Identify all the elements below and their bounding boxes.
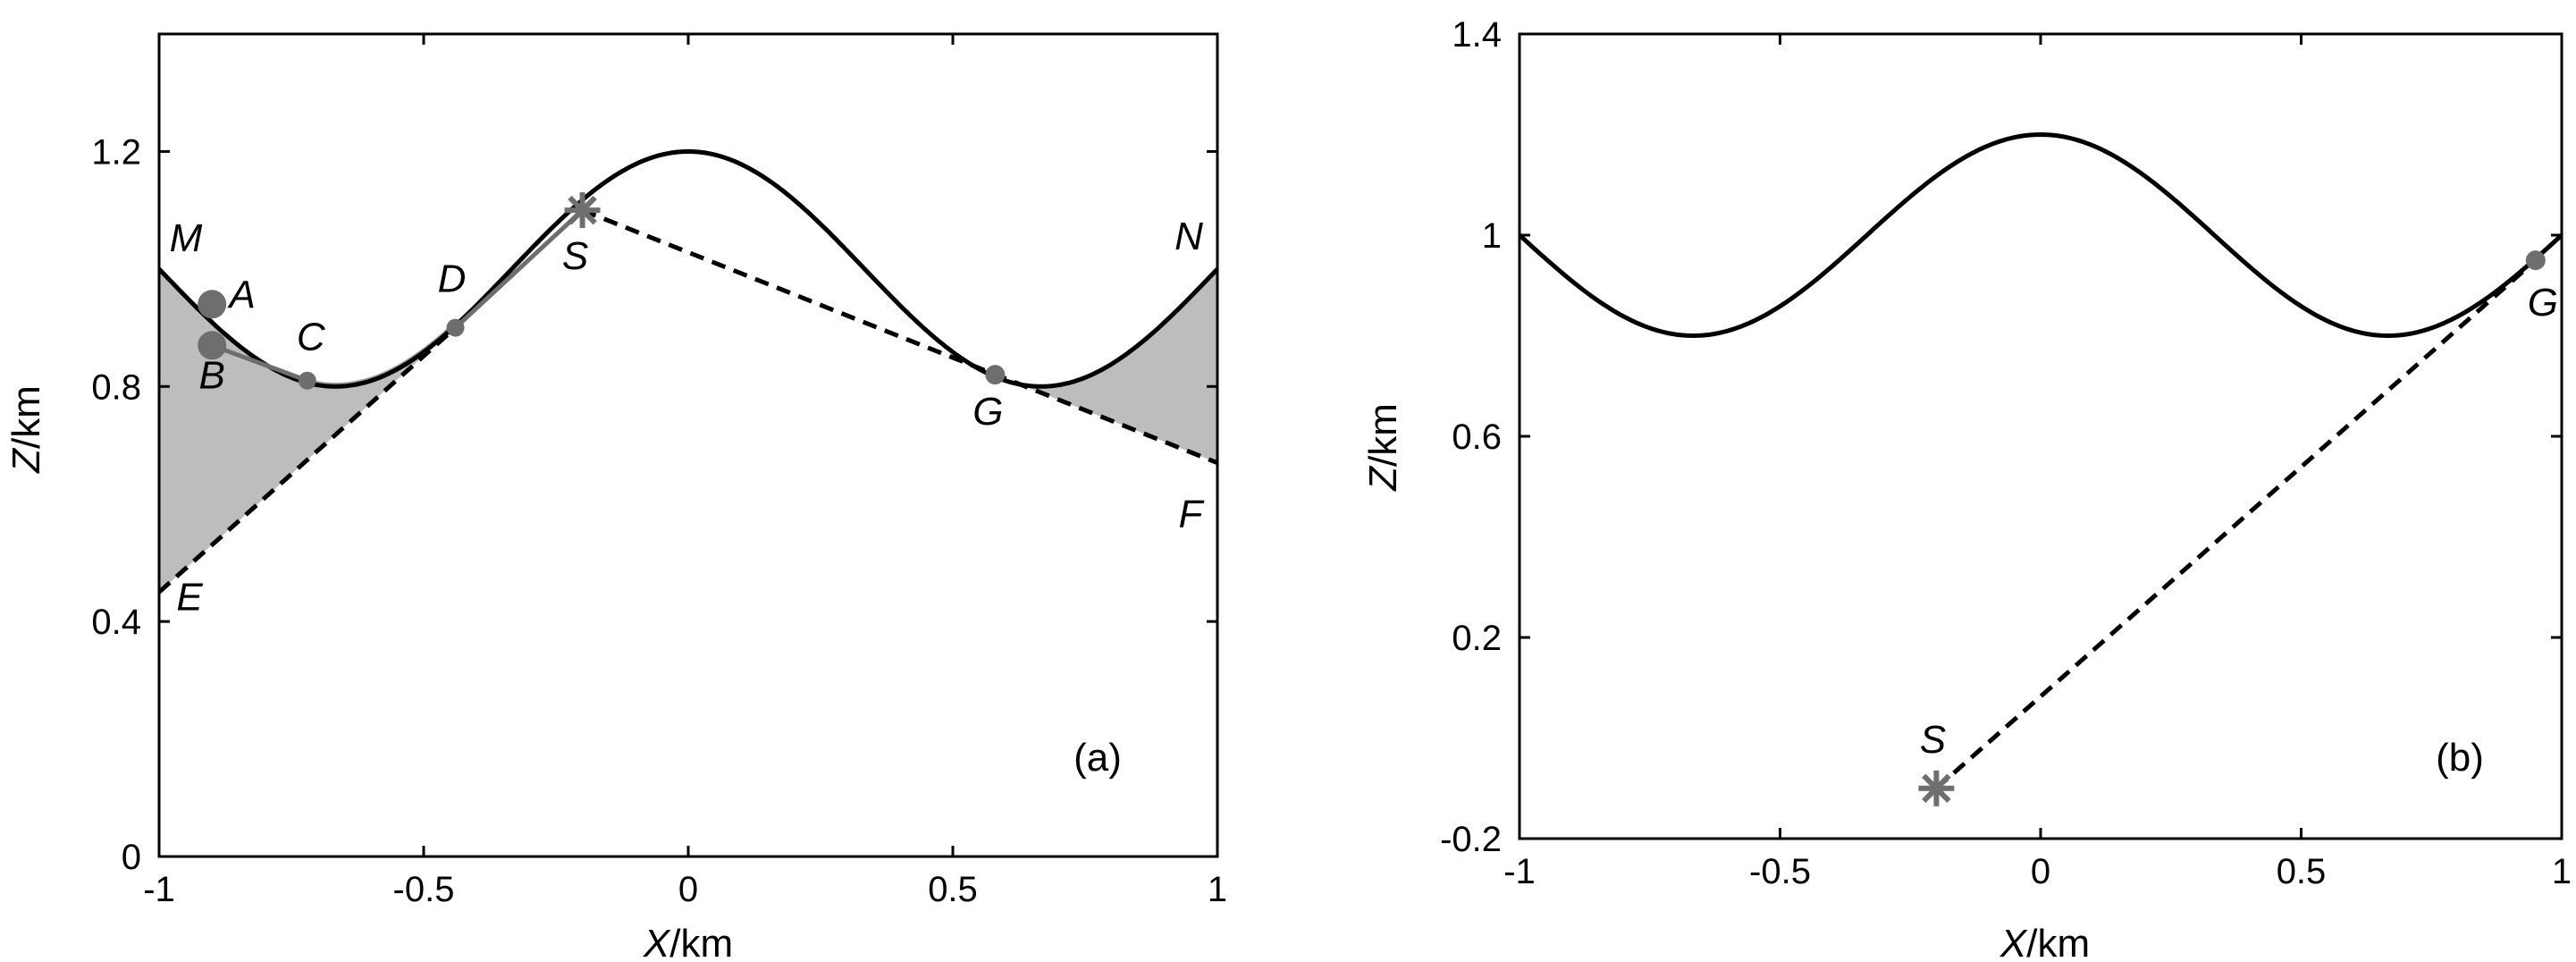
x-tick-label: 0.5: [928, 870, 978, 909]
plot-area-b: G S -1 -0.5 0 0.5 1 -0.2 0.2 0.6 1 1.4: [1440, 15, 2572, 891]
plot-area-a: AB C D M N E F G S -1 -0.5 0 0.5 1 0 0.4 0.8 1.2: [91, 32, 1227, 909]
axes-frame: [1518, 32, 2563, 840]
receiver-marker: [2525, 250, 2546, 271]
panel-a: AB C D M N E F G S -1 -0.5 0 0.5 1 0 0.4 0.8 1.2 (a) X/km…: [4, 32, 1227, 962]
y-tick-label: 0.6: [1452, 418, 1502, 457]
ray-d-s: [453, 208, 585, 330]
point-label-b: B: [199, 353, 225, 397]
panel-label-a: (a): [1073, 736, 1122, 780]
dashed-ray-1: [1934, 258, 2538, 790]
dashed-ray-1: [157, 325, 458, 595]
source-label: S: [562, 234, 588, 278]
surface-curve: [1518, 131, 2563, 339]
edge-label-e: E: [176, 575, 203, 619]
x-axis-var-b: X: [1999, 922, 2028, 962]
edge-label-n: N: [1174, 215, 1203, 258]
x-tick-label: -1: [1503, 852, 1536, 891]
surface-curve: [157, 148, 1219, 389]
y-tick-label: 0.4: [91, 603, 141, 642]
source-star-stroke: [568, 195, 597, 225]
receiver-marker: [985, 365, 1006, 385]
point-d: [446, 318, 465, 337]
x-axis-unit-b: /km: [2026, 922, 2090, 962]
dashed-ray-2: [581, 207, 1218, 466]
y-tick-label: 0.8: [91, 367, 141, 407]
shaded-region-right: [995, 268, 1217, 463]
x-tick-label: 0: [678, 870, 698, 909]
source-marker: [1918, 770, 1955, 806]
x-tick-label: -0.5: [1749, 852, 1811, 891]
y-tick-label: 1: [1482, 216, 1502, 256]
panel-label-b: (b): [2436, 736, 2484, 780]
x-tick-label: -1: [143, 870, 175, 909]
receiver-label: G: [972, 390, 1003, 434]
x-tick-label: 0: [2031, 852, 2050, 891]
point-c: [298, 371, 316, 390]
point-label-c: C: [297, 316, 326, 359]
y-axis-label-b: Z/km: [1361, 403, 1405, 492]
x-axis-label-b: X/km: [1999, 922, 2090, 962]
x-axis-unit-a: /km: [669, 922, 733, 962]
source-star-stroke: [1922, 773, 1951, 804]
source-marker: [564, 192, 601, 229]
edge-label-m: M: [170, 216, 203, 260]
y-axis-var-a: Z: [4, 447, 48, 474]
shaded-region-left: [159, 268, 456, 593]
y-axis-unit-b: /km: [1361, 403, 1405, 467]
edge-label-f: F: [1179, 493, 1205, 536]
y-axis-var-b: Z: [1361, 465, 1405, 492]
x-tick-label: 0.5: [2277, 852, 2327, 891]
x-axis-var-a: X: [643, 922, 671, 962]
y-tick-label: -0.2: [1440, 820, 1502, 859]
x-tick-label: 1: [1208, 870, 1227, 909]
y-tick-label: 0.2: [1452, 619, 1502, 658]
panel-b: G S -1 -0.5 0 0.5 1 -0.2 0.2 0.6 1 1.4 (b) X/km Z/k…: [1361, 15, 2572, 962]
y-tick-label: 1.4: [1452, 15, 1502, 55]
point-label-a: A: [227, 273, 256, 316]
x-tick-label: 1: [2552, 852, 2572, 891]
y-axis-unit-a: /km: [4, 385, 48, 449]
point-a: [198, 290, 227, 319]
ray-b-c: [211, 342, 308, 384]
y-axis-label-a: Z/km: [4, 385, 48, 474]
x-axis-label-a: X/km: [643, 922, 733, 962]
point-b: [198, 331, 227, 360]
y-tick-label: 1.2: [91, 132, 141, 172]
y-tick-label: 0: [122, 838, 141, 877]
source-label: S: [1920, 718, 1946, 762]
point-label-d: D: [438, 257, 467, 301]
x-tick-label: -0.5: [393, 870, 455, 909]
receiver-label: G: [2528, 281, 2558, 325]
